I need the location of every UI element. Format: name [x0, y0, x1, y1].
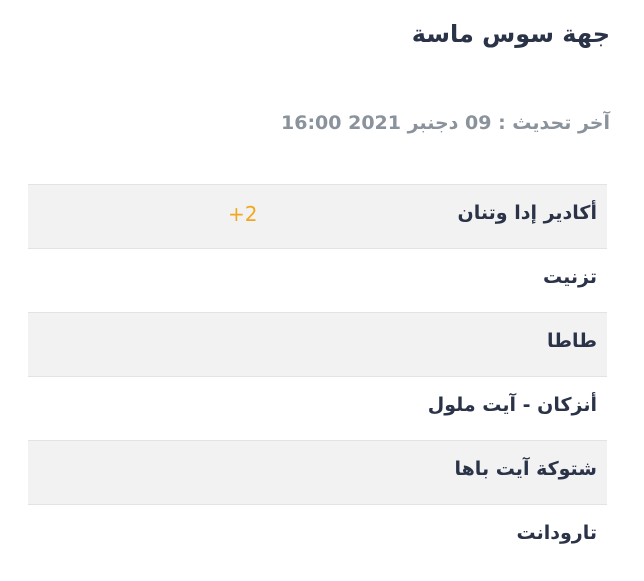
- table-row[interactable]: طاطا: [28, 312, 607, 376]
- province-name: أكادير إدا وتنان: [457, 202, 597, 224]
- table-row[interactable]: أكادير إدا وتنان +2: [28, 184, 607, 248]
- last-update-text: آخر تحديث : 09 دجنبر 2021 16:00: [281, 112, 610, 134]
- province-name: تارودانت: [516, 522, 597, 544]
- table-row[interactable]: تزنيت: [28, 248, 607, 312]
- provinces-table: أكادير إدا وتنان +2 تزنيت طاطا أنزكان - آ…: [28, 184, 607, 568]
- table-row[interactable]: تارودانت: [28, 504, 607, 568]
- province-name: شتوكة آيت باها: [454, 458, 598, 480]
- province-name: تزنيت: [543, 266, 597, 288]
- province-name: أنزكان - آيت ملول: [427, 394, 597, 416]
- table-row[interactable]: أنزكان - آيت ملول: [28, 376, 607, 440]
- page-title: جهة سوس ماسة: [411, 20, 610, 48]
- table-row[interactable]: شتوكة آيت باها: [28, 440, 607, 504]
- province-name: طاطا: [546, 330, 597, 352]
- count-badge: +2: [228, 202, 258, 226]
